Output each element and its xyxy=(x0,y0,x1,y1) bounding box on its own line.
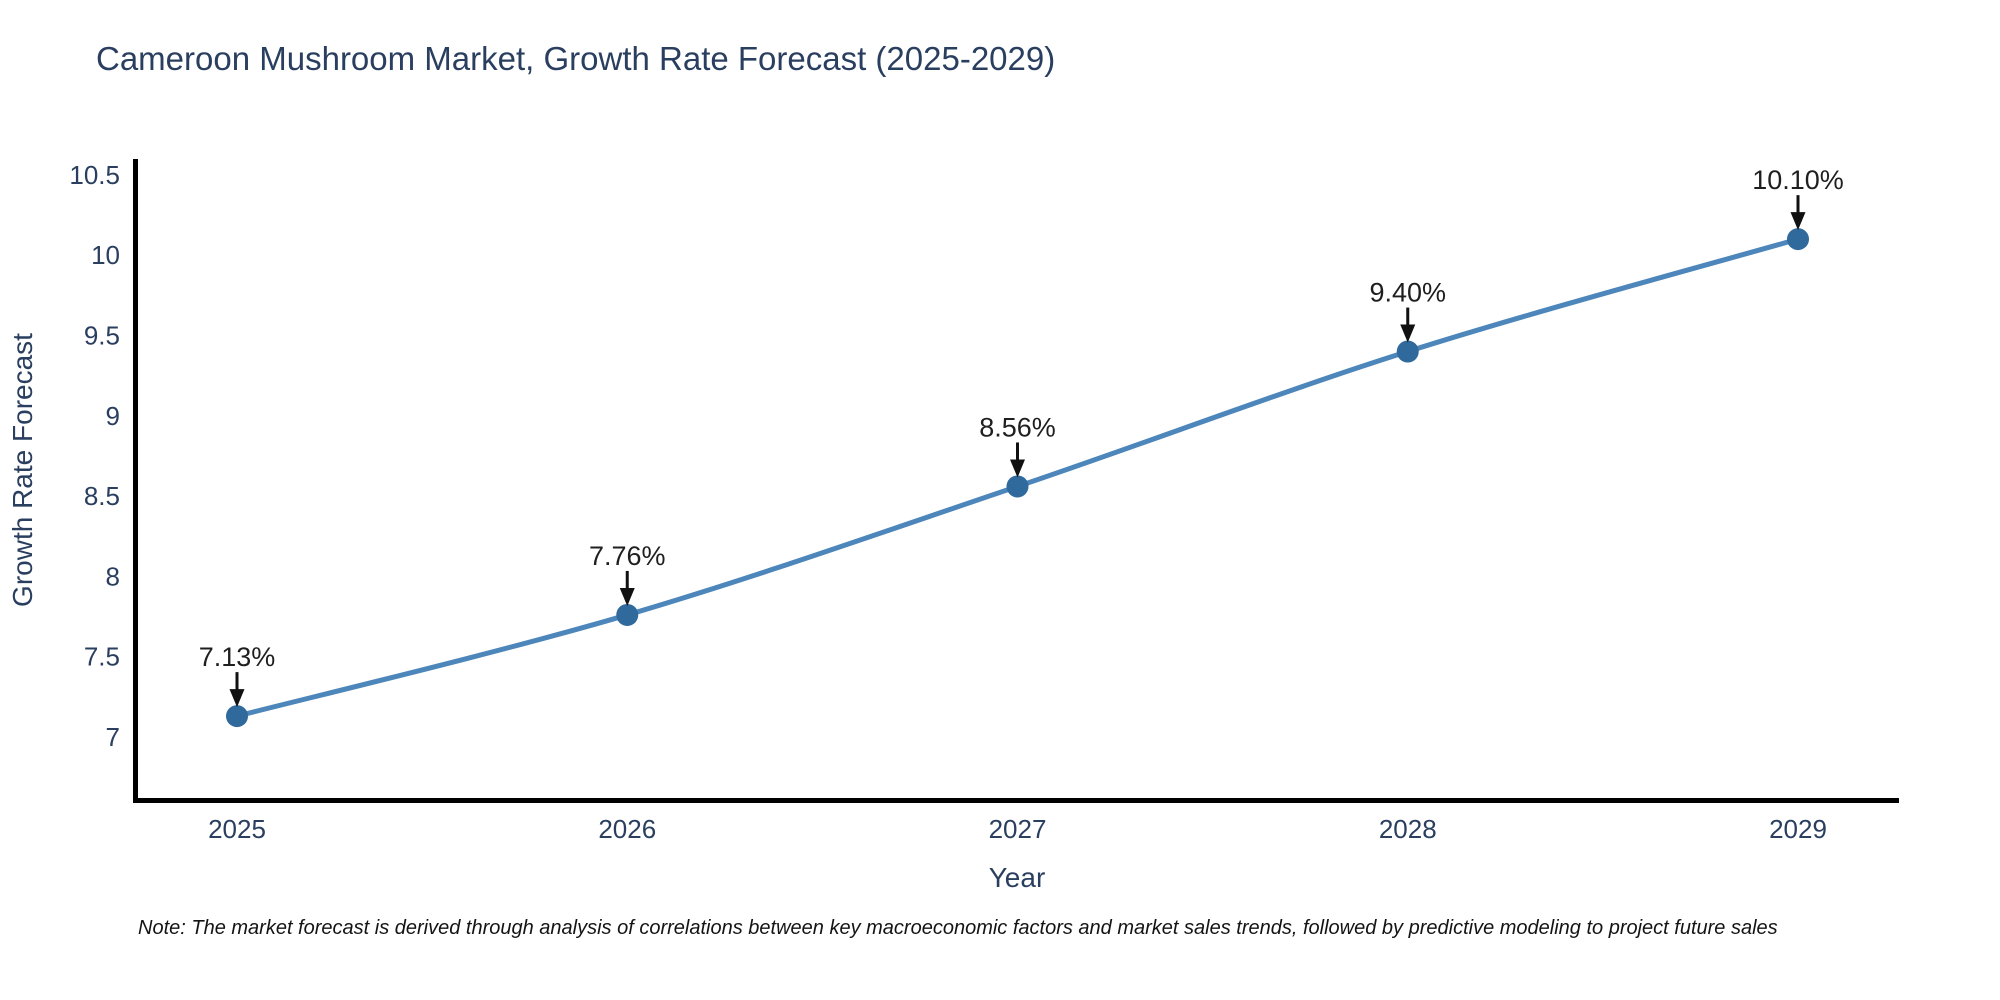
y-tick-label: 8 xyxy=(106,561,120,591)
x-axis-title: Year xyxy=(989,862,1046,893)
annotation-arrowhead-icon xyxy=(1790,212,1806,231)
annotation-arrowhead-icon xyxy=(1400,324,1416,343)
point-value-label: 10.10% xyxy=(1752,165,1844,195)
y-axis-title: Growth Rate Forecast xyxy=(7,333,38,607)
x-tick-label: 2029 xyxy=(1769,814,1827,844)
point-value-label: 7.76% xyxy=(589,541,666,571)
chart-title: Cameroon Mushroom Market, Growth Rate Fo… xyxy=(96,40,1056,77)
x-tick-label: 2028 xyxy=(1379,814,1437,844)
data-point-marker[interactable] xyxy=(616,603,639,626)
data-point-marker[interactable] xyxy=(1787,228,1809,251)
y-tick-label: 9 xyxy=(106,401,120,431)
y-tick-label: 7.5 xyxy=(84,642,120,672)
y-tick-labels: 7 7.5 8 8.5 9 9.5 10 10.5 xyxy=(69,160,120,752)
x-tick-label: 2025 xyxy=(208,814,266,844)
data-series xyxy=(226,228,1809,728)
y-tick-label: 10.5 xyxy=(69,160,120,190)
x-tick-label: 2026 xyxy=(598,814,656,844)
data-point-marker[interactable] xyxy=(1396,340,1419,363)
y-tick-label: 9.5 xyxy=(84,321,120,351)
data-point-marker[interactable] xyxy=(226,705,248,728)
x-tick-label: 2027 xyxy=(989,814,1047,844)
x-tick-labels: 2025 2026 2027 2028 2029 xyxy=(208,814,1827,844)
footnote: Note: The market forecast is derived thr… xyxy=(138,917,1778,939)
y-tick-label: 7 xyxy=(106,722,120,752)
annotation-arrowhead-icon xyxy=(229,689,245,708)
annotation-arrowhead-icon xyxy=(1010,459,1025,478)
point-annotations: 7.13% 7.76% 8.56% 9.40% 10.10% xyxy=(199,165,1844,708)
point-value-label: 8.56% xyxy=(979,412,1056,442)
y-tick-label: 10 xyxy=(91,240,120,270)
data-point-marker[interactable] xyxy=(1006,475,1029,498)
annotation-arrowhead-icon xyxy=(619,587,635,606)
point-value-label: 7.13% xyxy=(199,642,276,672)
y-tick-label: 8.5 xyxy=(84,481,120,511)
point-value-label: 9.40% xyxy=(1369,278,1446,308)
